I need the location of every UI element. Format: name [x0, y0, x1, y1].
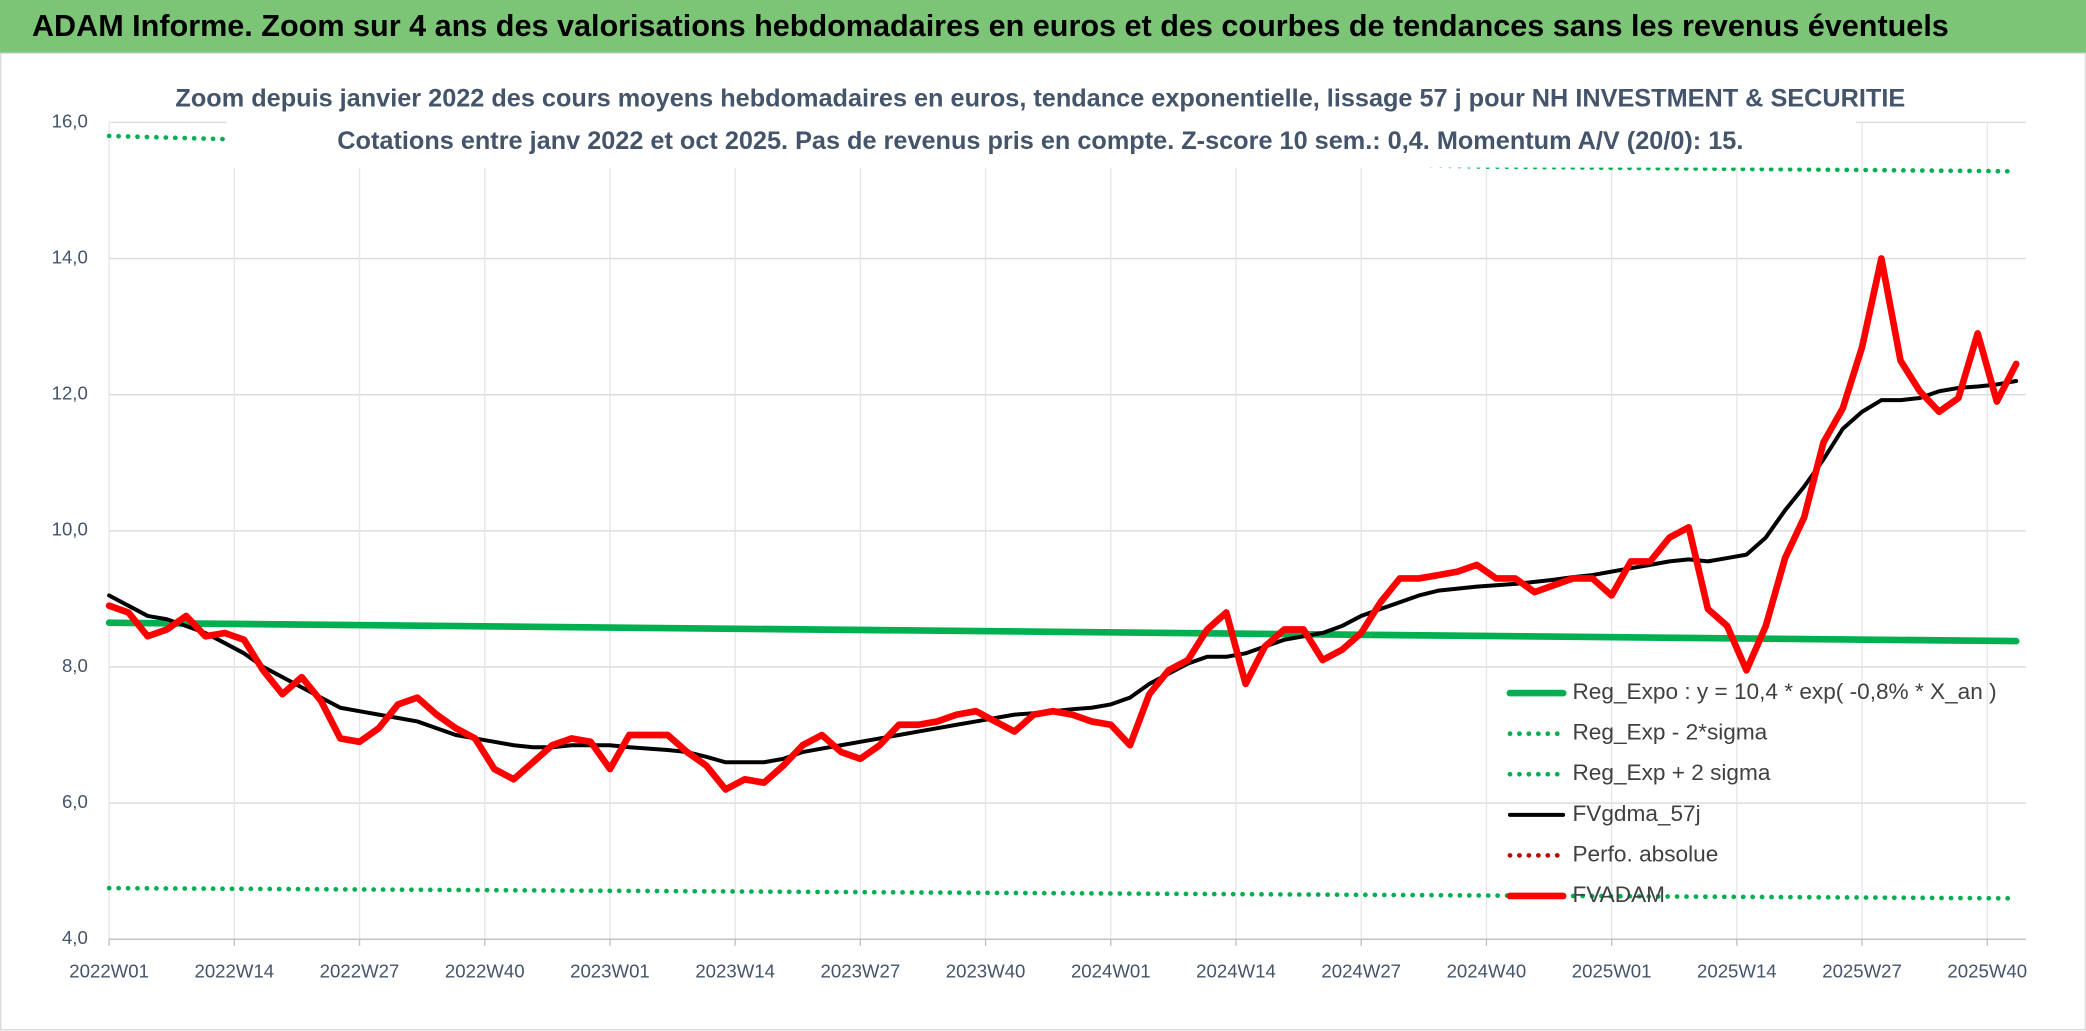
- legend-label: Perfo. absolue: [1572, 841, 1718, 866]
- y-tick-label: 16,0: [52, 110, 88, 131]
- legend-label: FVADAM: [1572, 882, 1665, 907]
- legend-label: Reg_Exp + 2 sigma: [1572, 760, 1770, 785]
- x-tick-label: 2025W27: [1822, 960, 1902, 981]
- x-tick-label: 2022W01: [69, 960, 149, 981]
- legend-label: Reg_Exp - 2*sigma: [1572, 720, 1767, 745]
- chart-title: Zoom depuis janvier 2022 des cours moyen…: [175, 84, 1905, 112]
- y-tick-label: 12,0: [52, 383, 88, 404]
- series-line: [105, 255, 2020, 793]
- series-line: [106, 133, 2019, 174]
- y-tick-label: 8,0: [62, 655, 88, 676]
- chart-frame: [0, 52, 2086, 1031]
- legend-label: FVgdma_57j: [1572, 801, 1700, 826]
- x-tick-label: 2025W01: [1572, 960, 1652, 981]
- plot-area: 4,0 6,0 8,0 10,0 12,0 14,0 16,0 2022W01 2022W14 2…: [52, 110, 2028, 981]
- series-line: [106, 885, 2019, 901]
- x-tick-label: 2024W01: [1071, 960, 1151, 981]
- header-title: ADAM Informe. Zoom sur 4 ans des valoris…: [32, 9, 1949, 43]
- legend-label: Reg_Expo : y = 10,4 * exp( -0,8% * X_an …: [1572, 679, 1996, 704]
- y-tick-label: 4,0: [62, 927, 88, 948]
- x-tick-label: 2022W27: [320, 960, 400, 981]
- y-tick-label: 14,0: [52, 246, 88, 267]
- x-tick-label: 2025W14: [1697, 960, 1777, 981]
- chart-subtitle: Cotations entre janv 2022 et oct 2025. P…: [337, 127, 1743, 155]
- x-tick-label: 2023W40: [946, 960, 1026, 981]
- y-tick-label: 6,0: [62, 791, 88, 812]
- x-tick-label: 2022W40: [445, 960, 525, 981]
- legend: Reg_Expo : y = 10,4 * exp( -0,8% * X_an …: [1506, 679, 1997, 907]
- x-tick-label: 2024W40: [1447, 960, 1527, 981]
- x-tick-label: 2023W01: [570, 960, 650, 981]
- title-box: [226, 77, 1856, 168]
- x-tick-label: 2024W14: [1196, 960, 1276, 981]
- series-line: [105, 619, 2020, 645]
- x-tick-label: 2025W40: [1947, 960, 2027, 981]
- x-tick-label: 2022W14: [194, 960, 274, 981]
- x-tick-label: 2023W27: [821, 960, 901, 981]
- x-tick-label: 2023W14: [695, 960, 775, 981]
- x-tick-label: 2024W27: [1321, 960, 1401, 981]
- header-bar: [0, 0, 2086, 54]
- y-tick-label: 10,0: [52, 519, 88, 540]
